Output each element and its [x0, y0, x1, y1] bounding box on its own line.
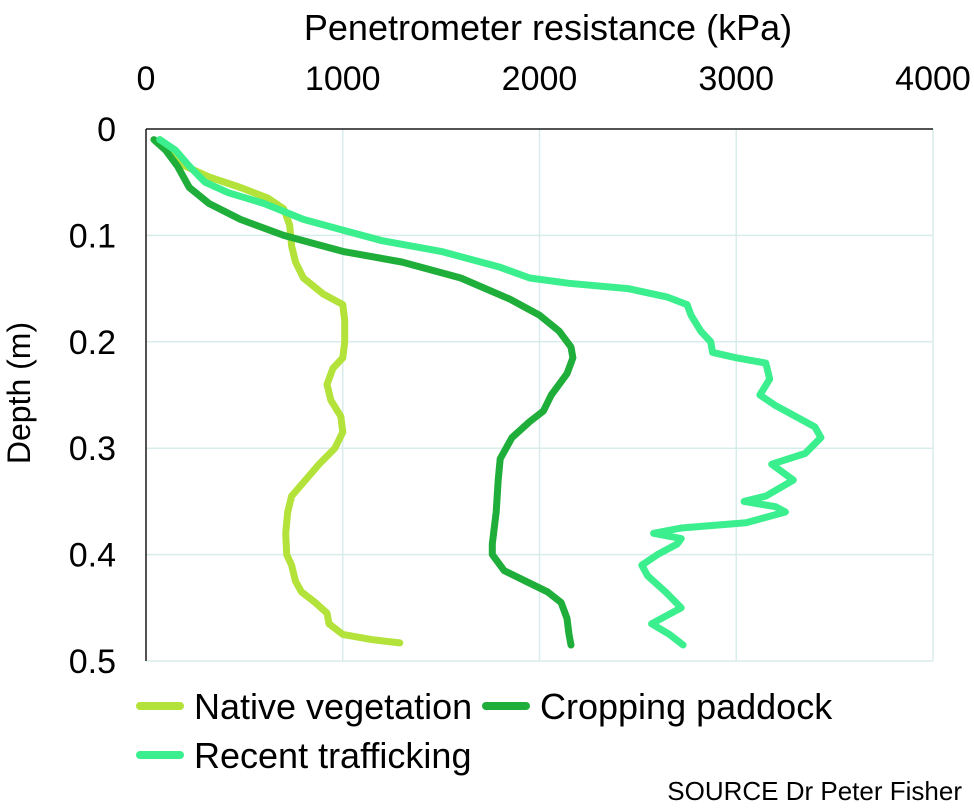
legend-label: Cropping paddock	[540, 686, 833, 727]
x-tick-label: 2000	[502, 60, 578, 98]
x-tick-label: 4000	[895, 60, 971, 98]
series-line	[156, 136, 404, 647]
legend: Native vegetation Cropping paddock Recent …	[136, 686, 833, 776]
series-line	[150, 136, 577, 649]
y-tick-label: 0.4	[69, 537, 116, 575]
x-axis-ticks: 0 1000 2000 3000 4000	[137, 60, 971, 98]
y-axis-title: Depth (m)	[1, 322, 37, 464]
grid	[145, 128, 934, 662]
x-tick-label: 0	[137, 60, 156, 98]
series-lines	[150, 136, 825, 649]
y-axis-ticks: 0 0.1 0.2 0.3 0.4 0.5	[69, 111, 116, 681]
y-tick-label: 0.2	[69, 324, 116, 362]
legend-label: Recent trafficking	[194, 735, 471, 776]
y-tick-label: 0.5	[69, 643, 116, 681]
y-tick-label: 0.3	[69, 430, 116, 468]
source-note: SOURCE Dr Peter Fisher	[667, 776, 962, 806]
y-tick-label: 0.1	[69, 217, 116, 255]
x-tick-label: 1000	[305, 60, 381, 98]
legend-label: Native vegetation	[194, 686, 472, 727]
series-line	[156, 136, 825, 649]
x-axis-title: Penetrometer resistance (kPa)	[304, 7, 792, 48]
y-tick-label: 0	[97, 111, 116, 149]
x-tick-label: 3000	[698, 60, 774, 98]
